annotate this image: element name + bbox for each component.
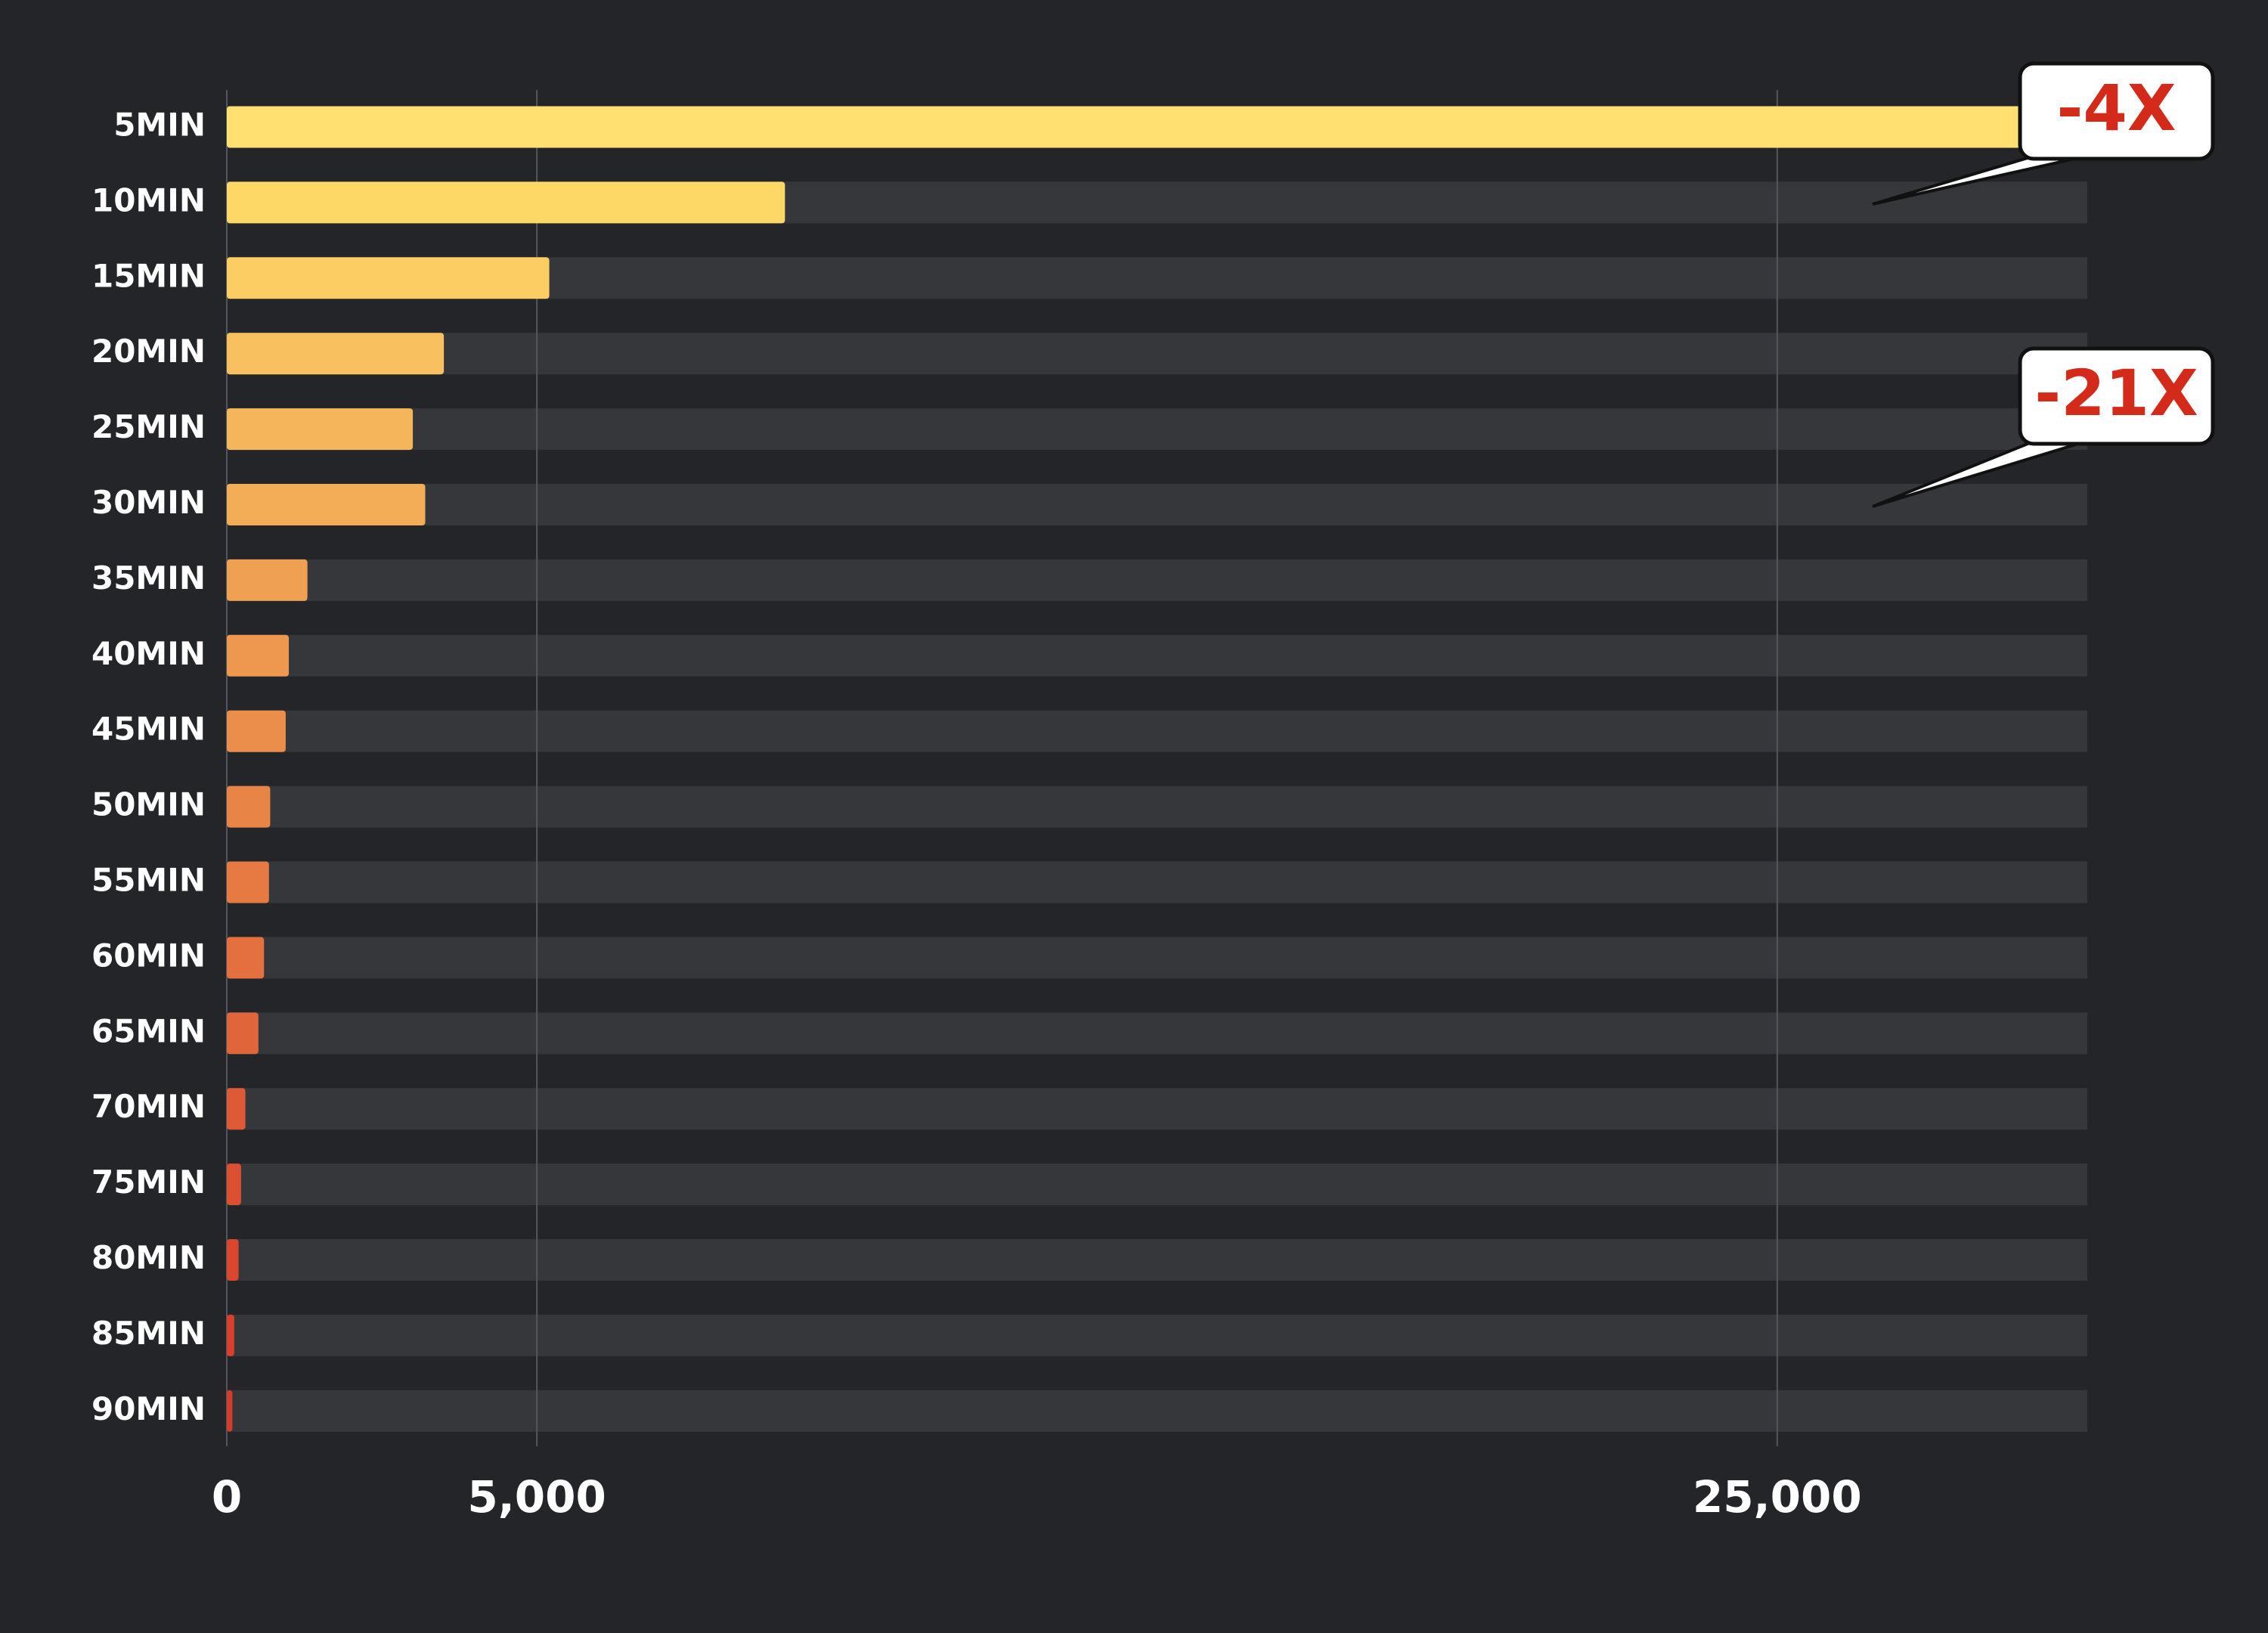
y-tick-label: 65MIN (91, 1012, 206, 1049)
bar (227, 333, 445, 375)
bar (227, 710, 286, 752)
bar (227, 1239, 239, 1281)
bar-track (227, 634, 2087, 677)
bar-track (227, 1012, 2087, 1055)
bar (227, 634, 290, 677)
y-tick-label: 70MIN (91, 1088, 206, 1125)
x-tick-label: 5,000 (467, 1471, 606, 1523)
bar-track (227, 1390, 2087, 1432)
bar-track (227, 408, 2087, 451)
y-tick-label: 90MIN (91, 1390, 206, 1427)
y-tick-label: 20MIN (91, 333, 206, 370)
bar (227, 106, 2087, 148)
bar-track (227, 333, 2087, 375)
bar (227, 1390, 233, 1432)
bar (227, 937, 265, 979)
bar (227, 484, 426, 525)
bar-track (227, 786, 2087, 828)
bar-track (227, 710, 2087, 752)
bar-track (227, 861, 2087, 903)
y-tick-label: 60MIN (91, 937, 206, 974)
y-tick-label: 40MIN (91, 635, 206, 672)
bar (227, 1314, 234, 1356)
callout-box (2018, 61, 2215, 161)
bar-track (227, 1088, 2087, 1130)
bar (227, 408, 414, 451)
y-tick-label: 55MIN (91, 862, 206, 899)
bar (227, 786, 271, 828)
y-tick-label: 15MIN (91, 257, 206, 294)
bar (227, 1164, 241, 1206)
annotation: -21X (2034, 356, 2198, 430)
bar (227, 181, 785, 224)
y-tick-label: 10MIN (91, 181, 206, 218)
y-tick-label: 50MIN (91, 786, 206, 823)
y-tick-label: 35MIN (91, 559, 206, 596)
annotation: -4X (2056, 71, 2176, 145)
bar-track (227, 1239, 2087, 1281)
bar-track (227, 1314, 2087, 1356)
y-tick-label: 30MIN (91, 484, 206, 521)
bar-track (227, 1164, 2087, 1206)
bar-track (227, 937, 2087, 979)
y-tick-label: 80MIN (91, 1239, 206, 1276)
y-tick-label: 45MIN (91, 711, 206, 748)
bar (227, 559, 308, 601)
bar-track (227, 559, 2087, 601)
x-tick-label: 0 (212, 1471, 242, 1523)
bar (227, 861, 269, 903)
y-tick-label: 5MIN (113, 107, 206, 144)
bar (227, 1012, 259, 1055)
y-tick-label: 25MIN (91, 408, 206, 445)
bar (227, 1088, 246, 1130)
y-tick-label: 85MIN (91, 1315, 206, 1352)
bar-track (227, 484, 2087, 525)
y-tick-label: 75MIN (91, 1164, 206, 1201)
callout-box (2018, 346, 2215, 446)
x-tick-label: 25,000 (1693, 1471, 1862, 1523)
bar (227, 257, 550, 299)
